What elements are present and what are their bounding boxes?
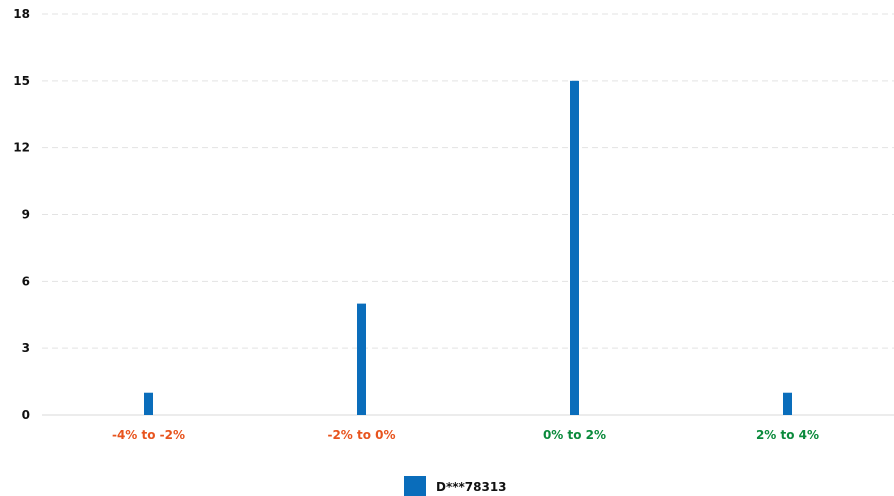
x-axis-ticks: -4% to -2% -2% to 0% 0% to 2% 2% to 4% [112,428,819,442]
y-tick-label: 9 [22,208,30,222]
x-tick-label: -2% to 0% [327,428,395,442]
bar[interactable] [570,80,579,415]
bar[interactable] [357,303,366,415]
y-tick-label: 18 [13,7,30,21]
y-tick-label: 12 [13,141,30,155]
y-axis-ticks: 0 3 6 9 12 15 18 [13,7,30,422]
x-tick-label: -4% to -2% [112,428,185,442]
legend[interactable]: D***78313 [404,476,507,496]
grid [42,13,894,416]
legend-swatch[interactable] [404,476,426,496]
y-tick-label: 3 [22,341,30,355]
bar[interactable] [144,392,153,415]
bars [144,80,792,415]
y-tick-label: 15 [13,74,30,88]
y-tick-label: 0 [22,408,30,422]
legend-label[interactable]: D***78313 [436,480,507,494]
x-tick-label: 2% to 4% [756,428,819,442]
x-tick-label: 0% to 2% [543,428,606,442]
bar[interactable] [783,392,792,415]
y-tick-label: 6 [22,274,30,288]
